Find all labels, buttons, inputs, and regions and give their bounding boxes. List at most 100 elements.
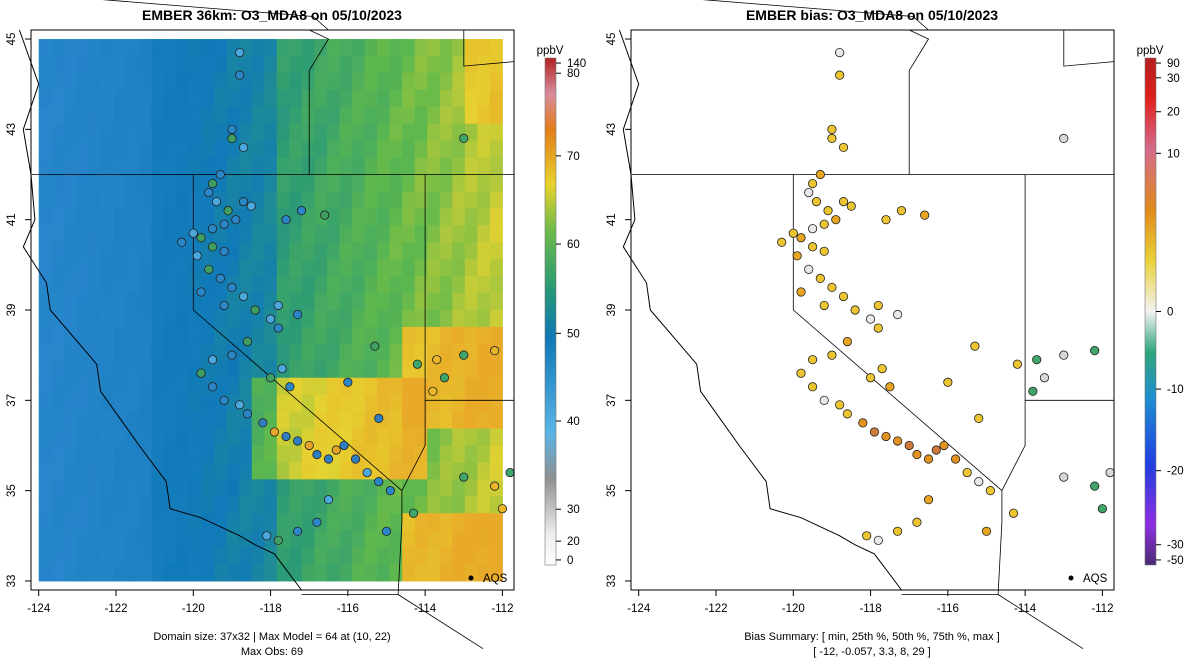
grid-cell xyxy=(63,445,77,463)
grid-cell xyxy=(339,242,353,260)
grid-cell xyxy=(364,411,378,430)
grid-cell xyxy=(477,89,491,108)
grid-cell xyxy=(352,530,366,548)
station-marker xyxy=(196,287,206,297)
grid-cell xyxy=(414,225,428,243)
grid-cell xyxy=(326,174,340,192)
grid-cell xyxy=(251,513,265,531)
grid-cell xyxy=(164,428,178,446)
grid-cell xyxy=(414,174,428,192)
grid-cell xyxy=(489,157,503,176)
grid-cell xyxy=(51,394,65,413)
grid-cell xyxy=(264,394,278,413)
state-border-line xyxy=(397,594,484,650)
station-marker xyxy=(923,495,934,505)
grid-cell xyxy=(76,411,90,430)
grid-cell xyxy=(51,208,65,226)
y-tick-label: 39 xyxy=(606,304,618,317)
grid-cell xyxy=(289,225,303,243)
grid-cell xyxy=(339,55,353,74)
grid-cell xyxy=(326,191,340,209)
y-tick-label: 41 xyxy=(606,213,618,226)
grid-cell xyxy=(264,39,278,57)
grid-cell xyxy=(151,310,165,328)
grid-cell xyxy=(364,326,378,345)
grid-cell xyxy=(239,106,253,125)
grid-cell xyxy=(414,479,428,497)
station-marker xyxy=(238,291,249,302)
grid-cell xyxy=(113,343,127,362)
grid-cell xyxy=(88,394,102,413)
bias-map-panel: EMBER bias: O3_MDA8 on 05/10/2023 -124 -1… xyxy=(606,0,1184,658)
grid-cell xyxy=(339,310,353,328)
grid-cell xyxy=(301,445,315,463)
grid-cell xyxy=(264,496,278,514)
grid-cell xyxy=(364,174,378,192)
colorbar-tick-label: 0 xyxy=(567,555,573,567)
grid-cell xyxy=(276,547,290,565)
grid-cell xyxy=(489,530,503,548)
grid-cell xyxy=(251,72,265,91)
grid-cell xyxy=(63,106,77,125)
grid-cell xyxy=(352,428,366,446)
grid-cell xyxy=(151,479,165,497)
grid-cell xyxy=(239,479,253,497)
grid-cell xyxy=(464,343,478,362)
station-marker xyxy=(920,210,930,220)
grid-cell xyxy=(88,225,102,243)
grid-cell xyxy=(352,242,366,260)
grid-cell xyxy=(176,293,190,311)
grid-cell xyxy=(76,140,90,159)
grid-cell xyxy=(38,140,52,159)
grid-cell xyxy=(339,343,353,362)
grid-cell xyxy=(377,140,391,159)
aqs-marker-dot xyxy=(468,575,474,581)
grid-cell xyxy=(427,326,441,345)
coastline-north xyxy=(18,29,40,175)
grid-cell xyxy=(138,428,153,446)
grid-cell xyxy=(301,360,315,379)
grid-cell xyxy=(51,174,65,192)
grid-cell xyxy=(113,293,127,311)
grid-cell xyxy=(314,428,328,446)
grid-cell xyxy=(51,55,65,74)
station-marker xyxy=(943,377,953,387)
station-marker xyxy=(827,350,837,360)
grid-cell xyxy=(402,326,416,345)
grid-cell xyxy=(113,242,127,260)
station-marker xyxy=(842,409,852,419)
grid-cell xyxy=(301,343,315,362)
station-marker xyxy=(850,305,860,315)
grid-cell xyxy=(276,496,290,514)
grid-cell xyxy=(352,326,366,345)
grid-cell xyxy=(151,564,165,582)
grid-cell xyxy=(226,547,240,565)
grid-cell xyxy=(326,377,340,396)
grid-cell xyxy=(63,428,77,446)
station-marker xyxy=(912,517,922,527)
grid-cell xyxy=(76,259,90,277)
grid-cell xyxy=(427,191,441,209)
grid-cell xyxy=(452,547,466,565)
grid-cell xyxy=(377,39,391,57)
grid-cell xyxy=(76,191,90,209)
grid-cell xyxy=(389,445,403,463)
grid-cell xyxy=(364,310,378,328)
grid-cell xyxy=(289,462,303,480)
grid-cell xyxy=(138,394,153,413)
station-marker xyxy=(265,373,276,383)
grid-cell xyxy=(427,123,441,142)
colorbar-tick-label: 50 xyxy=(567,328,580,340)
grid-cell xyxy=(51,462,65,480)
grid-cell xyxy=(226,55,240,74)
grid-cell xyxy=(164,496,178,514)
grid-cell xyxy=(377,513,391,531)
grid-cell xyxy=(364,496,378,514)
grid-cell xyxy=(452,377,466,396)
station-marker xyxy=(231,215,241,225)
coastline-north xyxy=(618,29,640,175)
grid-cell xyxy=(126,564,140,582)
grid-cell xyxy=(76,343,90,362)
grid-cell xyxy=(477,293,491,311)
grid-cell xyxy=(251,208,265,226)
